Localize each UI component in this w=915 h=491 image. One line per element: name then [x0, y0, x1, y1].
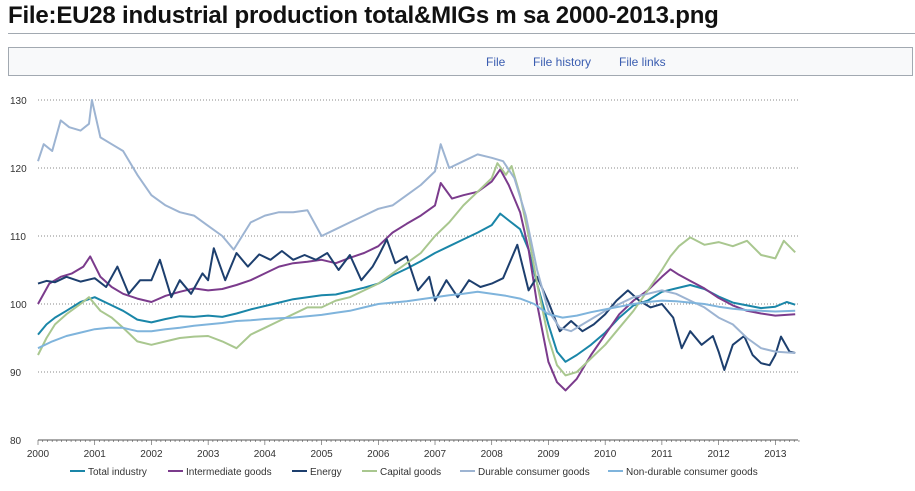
- file-tab-bar: File File history File links: [8, 47, 913, 76]
- y-axis-ticks: 80 90 100 110 120 130: [10, 96, 27, 447]
- tab-file-history[interactable]: File history: [533, 55, 592, 69]
- series-line-intermediate-goods: [37, 168, 796, 392]
- legend-label: Capital goods: [380, 467, 441, 478]
- x-tick-label: 2002: [140, 449, 163, 460]
- tab-file-links[interactable]: File links: [619, 55, 666, 69]
- y-tick-label: 90: [10, 368, 22, 379]
- title-divider: [8, 33, 915, 34]
- y-tick-label: 80: [10, 436, 22, 447]
- series-line-durable-consumer-goods: [37, 99, 796, 354]
- x-tick-label: 2003: [197, 449, 220, 460]
- gridlines: [38, 99, 798, 373]
- y-tick-label: 120: [10, 164, 27, 175]
- page-title: File:EU28 industrial production total&MI…: [8, 2, 719, 29]
- legend-item: Non-durable consumer goods: [608, 467, 758, 478]
- legend-item: Durable consumer goods: [460, 467, 590, 478]
- series-lines: [37, 99, 796, 392]
- series-line-capital-goods: [37, 162, 796, 377]
- x-tick-label: 2009: [537, 449, 560, 460]
- legend-item: Capital goods: [362, 467, 441, 478]
- x-axis: 2000 2001 2002 2003 2004 2005 2006 2007 2008 2009…: [27, 439, 800, 460]
- x-tick-label: 2010: [594, 449, 617, 460]
- series-line-non-durable-consumer-goods: [37, 290, 796, 350]
- y-tick-label: 110: [10, 232, 26, 243]
- y-tick-label: 100: [10, 300, 27, 311]
- x-tick-label: 2004: [254, 449, 277, 460]
- legend: Total industry Intermediate goods Energy Ca…: [70, 467, 758, 478]
- x-tick-label: 2001: [84, 449, 107, 460]
- y-tick-label: 130: [10, 96, 27, 107]
- x-tick-label: 2006: [367, 449, 390, 460]
- x-tick-label: 2013: [764, 449, 787, 460]
- legend-item: Energy: [292, 467, 342, 478]
- series-line-energy: [37, 238, 796, 371]
- x-tick-label: 2012: [707, 449, 730, 460]
- x-tick-label: 2005: [310, 449, 333, 460]
- x-tick-label: 2008: [481, 449, 504, 460]
- x-tick-label: 2011: [651, 449, 673, 460]
- legend-label: Non-durable consumer goods: [626, 467, 758, 478]
- legend-item: Total industry: [70, 467, 147, 478]
- legend-item: Intermediate goods: [168, 467, 272, 478]
- x-tick-label: 2007: [424, 449, 447, 460]
- legend-label: Intermediate goods: [186, 467, 272, 478]
- x-tick-label: 2000: [27, 449, 50, 460]
- legend-label: Total industry: [88, 467, 147, 478]
- legend-label: Energy: [310, 467, 342, 478]
- tab-file[interactable]: File: [486, 55, 506, 69]
- legend-label: Durable consumer goods: [478, 467, 590, 478]
